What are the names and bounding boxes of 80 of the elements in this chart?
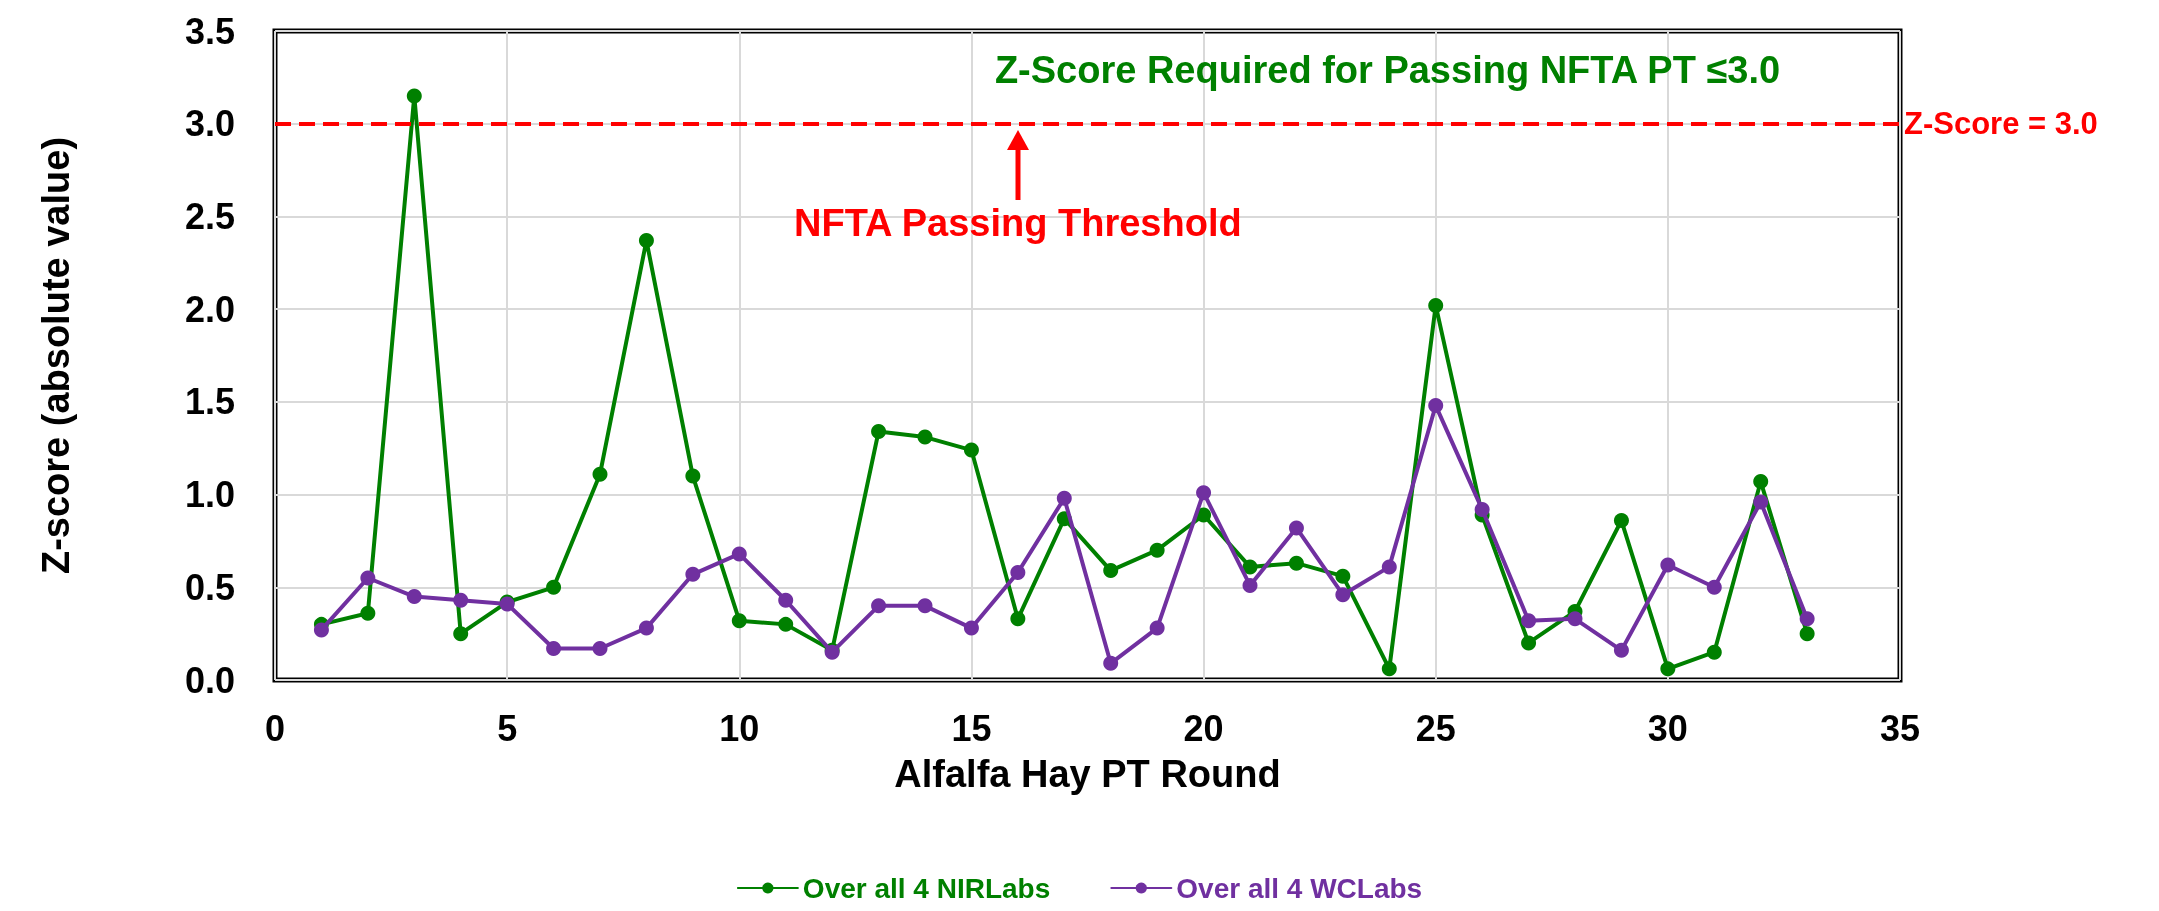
point	[1706, 644, 1722, 660]
x-tick-label: 10	[719, 707, 760, 749]
point	[1381, 661, 1397, 677]
point	[1613, 642, 1629, 658]
y-tick-label: 2.0	[184, 288, 235, 330]
point	[1660, 661, 1676, 677]
point	[360, 570, 376, 586]
point	[1196, 485, 1212, 501]
point	[1010, 611, 1026, 627]
point	[1428, 297, 1444, 313]
point	[917, 429, 933, 445]
point	[406, 589, 422, 605]
point	[1706, 579, 1722, 595]
point	[546, 640, 562, 656]
point	[406, 88, 422, 104]
point	[731, 546, 747, 562]
y-tick-label: 0.0	[184, 659, 235, 701]
point	[685, 566, 701, 582]
point	[1567, 611, 1583, 627]
point	[1149, 542, 1165, 558]
legend-label: Over all 4 NIRLabs	[802, 872, 1051, 904]
point	[1103, 563, 1119, 579]
point	[638, 620, 654, 636]
y-tick-label: 2.5	[184, 195, 235, 237]
point	[1288, 520, 1304, 536]
point	[778, 616, 794, 632]
point	[1613, 513, 1629, 529]
point	[1474, 501, 1490, 517]
point	[917, 598, 933, 614]
x-tick-label: 15	[951, 707, 992, 749]
point	[1521, 613, 1537, 629]
y-tick-label: 1.5	[184, 381, 235, 423]
y-tick-label: 1.0	[184, 474, 235, 516]
point	[638, 233, 654, 249]
point	[1753, 474, 1769, 490]
point	[1056, 490, 1072, 506]
point	[963, 620, 979, 636]
point	[453, 592, 469, 608]
x-tick-label: 35	[1879, 707, 1921, 749]
point	[1103, 655, 1119, 671]
legend-label: Over all 4 WCLabs	[1176, 872, 1423, 904]
point	[592, 466, 608, 482]
point	[871, 424, 887, 440]
point	[1381, 559, 1397, 575]
ref-line-label: Z-Score = 3.0	[1904, 106, 2098, 142]
point	[360, 605, 376, 621]
y-axis-title: Z-score (absolute value)	[35, 136, 77, 575]
point	[1428, 398, 1444, 414]
point	[313, 622, 329, 638]
y-tick-label: 3.5	[184, 10, 235, 52]
x-tick-label: 5	[497, 707, 518, 749]
x-tick-label: 30	[1647, 707, 1688, 749]
point	[685, 468, 701, 484]
point	[546, 579, 562, 595]
point	[1660, 557, 1676, 573]
point	[1288, 555, 1304, 571]
annotation: Z-Score Required for Passing NFTA PT ≤3.0	[994, 49, 1781, 91]
x-axis-title: Alfalfa Hay PT Round	[894, 753, 1281, 795]
point	[1242, 559, 1258, 575]
point	[963, 442, 979, 458]
y-tick-label: 3.0	[184, 103, 235, 145]
point	[1799, 626, 1815, 642]
point	[731, 613, 747, 629]
point	[1753, 494, 1769, 510]
point	[1799, 611, 1815, 627]
point	[1149, 620, 1165, 636]
annotation: NFTA Passing Threshold	[794, 201, 1242, 244]
point	[871, 598, 887, 614]
point	[1010, 564, 1026, 580]
x-tick-label: 20	[1183, 707, 1224, 749]
point	[1242, 577, 1258, 593]
point	[592, 640, 608, 656]
x-tick-label: 25	[1415, 707, 1456, 749]
point	[1335, 587, 1351, 603]
x-tick-label: 0	[264, 707, 286, 749]
point	[778, 592, 794, 608]
y-tick-label: 0.5	[184, 566, 235, 608]
point	[1335, 568, 1351, 584]
point	[453, 626, 469, 642]
point	[1521, 635, 1537, 651]
